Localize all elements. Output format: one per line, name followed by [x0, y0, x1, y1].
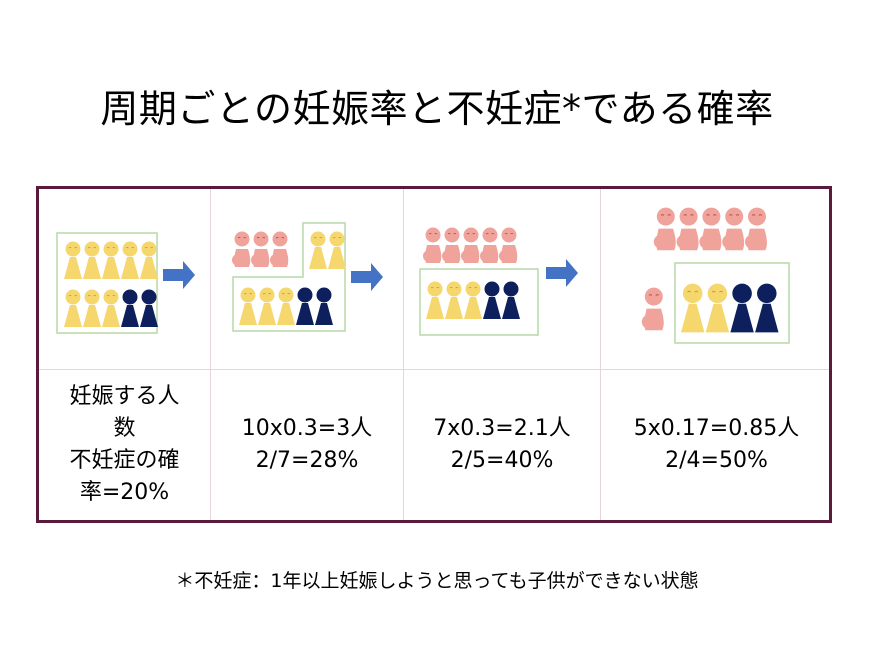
comparison-table: 妊娠する人 数 不妊症の確 率=20% 10x0.3=3人 2/7=28% 7x…	[36, 186, 832, 523]
person-yellow-icon	[64, 241, 82, 279]
person-pink-icon	[480, 227, 499, 263]
column-4-text: 5x0.17=0.85人 2/4=50%	[601, 370, 832, 520]
page-title: 周期ごとの妊娠率と不妊症*である確率	[100, 87, 774, 131]
person-pink-icon	[745, 207, 767, 251]
person-pink-icon	[676, 207, 699, 251]
mixed-people-group	[426, 281, 520, 319]
row-divider	[39, 369, 829, 370]
person-yellow-icon	[140, 241, 158, 279]
person-pink-icon	[423, 227, 442, 263]
person-pink-icon	[270, 231, 289, 267]
column-1-text: 妊娠する人 数 不妊症の確 率=20%	[39, 370, 210, 520]
person-navy-icon	[315, 287, 333, 325]
text-line: 2/7=28%	[255, 448, 359, 473]
mixed-people-group	[64, 289, 158, 327]
person-pink-icon	[699, 207, 722, 251]
person-yellow-icon	[277, 287, 295, 325]
yellow-people-group	[309, 231, 346, 269]
person-yellow-icon	[464, 281, 482, 319]
person-yellow-icon	[121, 241, 139, 279]
person-yellow-icon	[64, 289, 82, 327]
column-divider	[210, 189, 211, 520]
person-yellow-icon	[258, 287, 276, 325]
person-pink-icon	[653, 207, 676, 251]
pink-people-group	[641, 287, 664, 331]
person-pink-icon	[499, 227, 518, 263]
person-pink-icon	[251, 231, 270, 267]
person-pink-icon	[722, 207, 745, 251]
cycle-3-diagram	[404, 189, 600, 369]
text-line: 率=20%	[79, 480, 170, 505]
arrow-right-icon	[351, 263, 383, 291]
person-yellow-icon	[83, 289, 101, 327]
cycle-1-diagram	[39, 189, 210, 369]
person-yellow-icon	[309, 231, 327, 269]
cycle-2-diagram	[211, 189, 403, 369]
text-line: 妊娠する人	[69, 384, 180, 409]
column-3-text: 7x0.3=2.1人 2/5=40%	[404, 370, 600, 520]
mixed-people-group	[239, 287, 333, 325]
person-yellow-icon	[102, 289, 120, 327]
person-navy-icon	[296, 287, 314, 325]
arrow-right-icon	[546, 259, 578, 287]
arrow-right-icon	[163, 261, 195, 289]
person-pink-icon	[232, 231, 251, 267]
person-yellow-icon	[83, 241, 101, 279]
person-navy-icon	[730, 283, 754, 333]
column-divider	[403, 189, 404, 520]
person-yellow-icon	[102, 241, 120, 279]
person-navy-icon	[483, 281, 501, 319]
person-pink-icon	[641, 287, 664, 331]
pink-people-group	[232, 231, 289, 267]
yellow-people-group	[64, 241, 158, 279]
text-line: 不妊症の確	[69, 448, 180, 473]
person-pink-icon	[442, 227, 461, 263]
person-pink-icon	[461, 227, 480, 263]
text-line: 2/5=40%	[450, 448, 554, 473]
person-yellow-icon	[426, 281, 444, 319]
footnote: ＊不妊症：1年以上妊娠しようと思っても子供ができない状態	[175, 570, 699, 592]
text-line: 5x0.17=0.85人	[633, 416, 800, 441]
text-line: 10x0.3=3人	[241, 416, 373, 441]
cycle-4-diagram	[601, 189, 832, 369]
text-line: 7x0.3=2.1人	[433, 416, 571, 441]
pink-people-group	[653, 207, 767, 251]
person-navy-icon	[140, 289, 158, 327]
column-divider	[600, 189, 601, 520]
person-navy-icon	[502, 281, 520, 319]
column-2-text: 10x0.3=3人 2/7=28%	[211, 370, 403, 520]
person-yellow-icon	[239, 287, 257, 325]
person-navy-icon	[121, 289, 139, 327]
person-yellow-icon	[445, 281, 463, 319]
text-line: 2/4=50%	[665, 448, 768, 473]
group-box	[419, 268, 539, 336]
person-yellow-icon	[328, 231, 346, 269]
text-line: 数	[113, 416, 136, 441]
pink-people-group	[423, 227, 518, 263]
